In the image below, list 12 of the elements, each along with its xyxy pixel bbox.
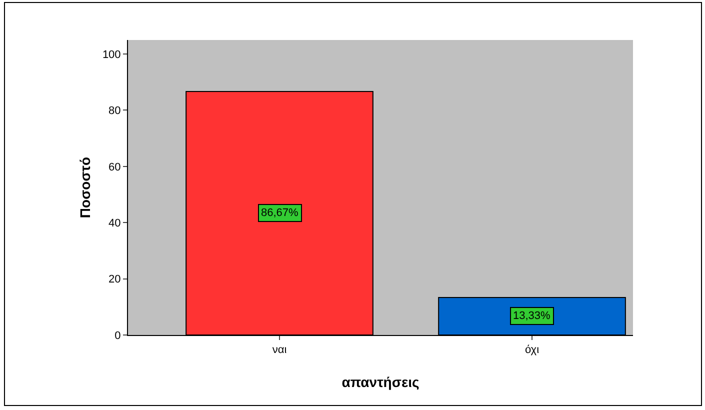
x-axis-title: απαντήσεις: [342, 374, 420, 390]
y-tick-label: 80: [108, 105, 121, 118]
data-label: 13,33%: [513, 310, 551, 322]
x-tick-label: όχι: [524, 344, 540, 356]
y-tick-label: 60: [108, 161, 121, 174]
y-tick-label: 20: [108, 274, 121, 286]
y-tick-label: 40: [108, 217, 121, 230]
y-axis-title: Ποσοστό: [77, 156, 93, 218]
y-tick-label: 0: [114, 330, 121, 342]
y-tick-label: 100: [102, 48, 121, 61]
data-label: 86,67%: [261, 207, 299, 219]
x-tick-label: ναι: [272, 344, 288, 356]
